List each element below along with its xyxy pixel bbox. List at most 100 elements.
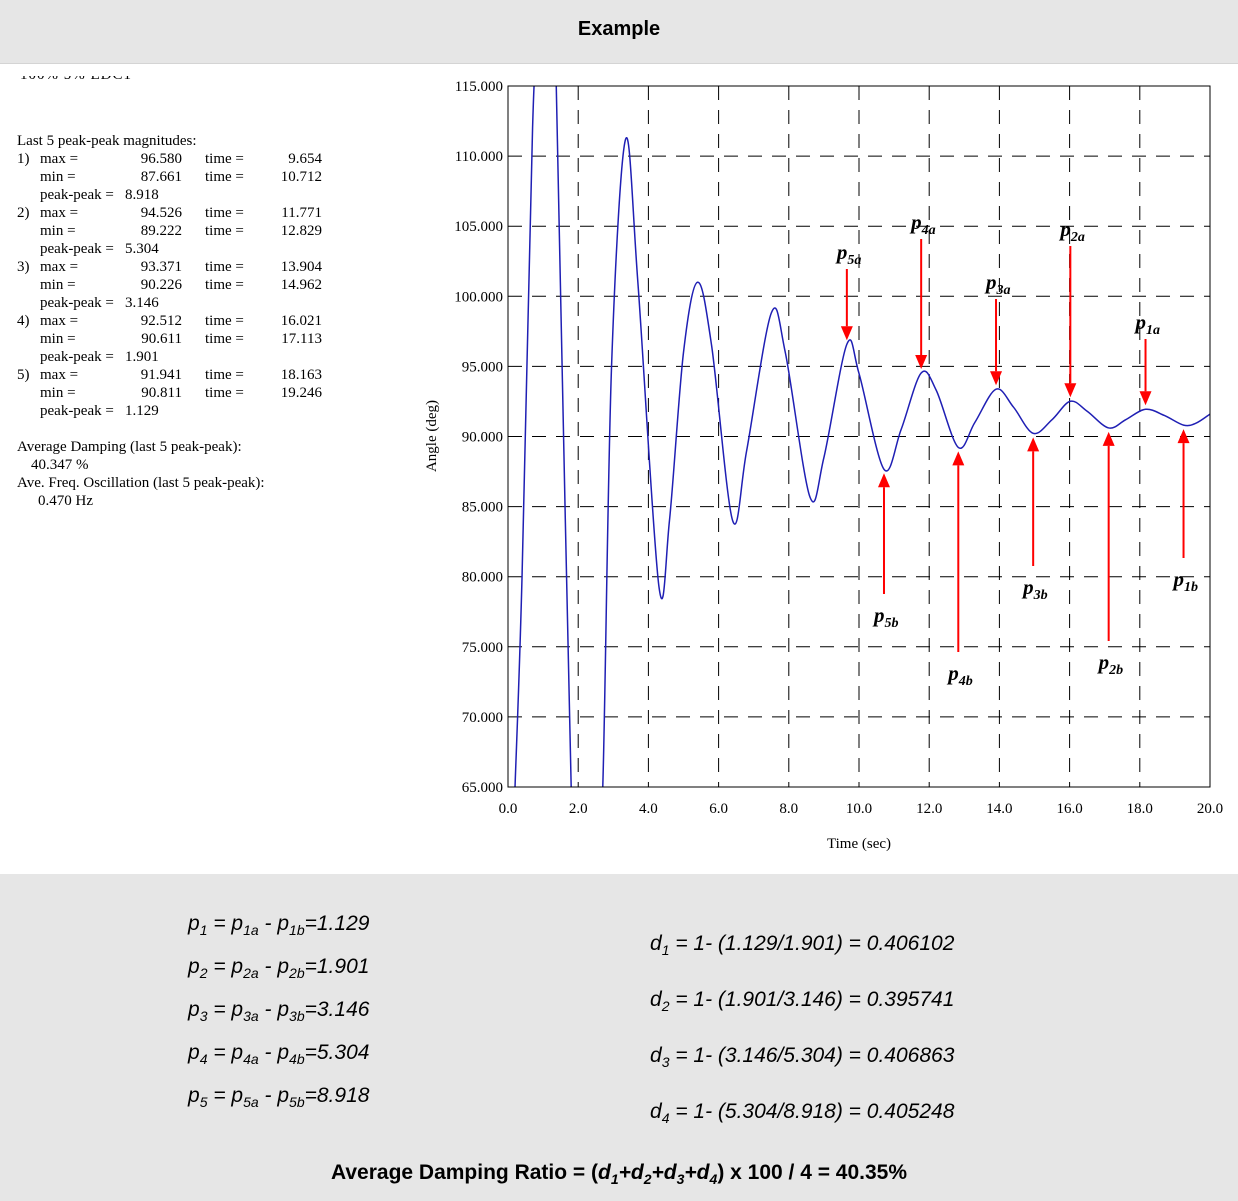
annotation-p4b: [952, 451, 965, 652]
entry-min-row: min = 90.226 time = 14.962: [17, 276, 417, 294]
peak-peak-value: 1.129: [125, 403, 159, 419]
x-axis-label: Time (sec): [827, 836, 891, 852]
entry-pp-row: peak-peak = 5.304: [17, 240, 417, 258]
x-tick-label: 2.0: [569, 801, 588, 817]
max-value: 92.512: [140, 313, 182, 329]
min-label: min =: [40, 169, 76, 185]
x-tick-label: 6.0: [709, 801, 728, 817]
annotation-label: p5b: [872, 603, 899, 631]
d-equation: d1 = 1- (1.129/1.901) = 0.406102: [650, 932, 955, 959]
time-label: time =: [205, 385, 244, 401]
x-tick-label: 0.0: [499, 801, 518, 817]
max-label: max =: [40, 205, 79, 221]
d-value: 0.406102: [866, 932, 955, 955]
series-line: [514, 86, 1210, 787]
annotation-label: p4a: [909, 210, 936, 238]
arrow-head: [840, 326, 853, 341]
entry-max-row: 1) max = 96.580 time = 9.654: [17, 150, 417, 168]
max-time-value: 13.904: [280, 259, 322, 275]
annotation-p1a: [1139, 339, 1152, 406]
min-value: 87.661: [140, 169, 182, 185]
p-equation: p5 = p5a - p5b=8.918: [188, 1084, 370, 1111]
peak-peak-label: peak-peak =: [40, 187, 114, 203]
entry-max-row: 4) max = 92.512 time = 16.021: [17, 312, 417, 330]
d-equation: d3 = 1- (3.146/5.304) = 0.406863: [650, 1044, 955, 1071]
x-tick-label: 8.0: [779, 801, 798, 817]
annotation-label: p2b: [1097, 650, 1124, 678]
entry-pp-row: peak-peak = 1.901: [17, 348, 417, 366]
cutoff-text-line: 100% 5% EDC1: [17, 76, 417, 94]
time-label: time =: [205, 169, 244, 185]
equations-footer: p1 = p1a - p1b=1.129 p2 = p2a - p2b=1.901…: [0, 874, 1238, 1201]
time-label: time =: [205, 259, 244, 275]
annotation-p5a: [840, 269, 853, 341]
max-label: max =: [40, 367, 79, 383]
arrow-head: [1102, 431, 1115, 446]
arrow-head: [877, 473, 890, 488]
max-label: max =: [40, 313, 79, 329]
peak-peak-value: 1.901: [125, 349, 159, 365]
min-label: min =: [40, 385, 76, 401]
max-time-value: 16.021: [280, 313, 322, 329]
time-label: time =: [205, 331, 244, 347]
min-value: 90.811: [141, 385, 182, 401]
annotation-label: p3a: [984, 270, 1011, 298]
max-value: 91.941: [140, 367, 182, 383]
y-tick-label: 75.000: [462, 640, 503, 656]
d-equation: d4 = 1- (5.304/8.918) = 0.405248: [650, 1100, 955, 1127]
entry-number: 1): [17, 151, 30, 167]
entry-min-row: min = 89.222 time = 12.829: [17, 222, 417, 240]
time-label: time =: [205, 223, 244, 239]
peak-peak-value: 5.304: [125, 241, 159, 257]
arrow-head: [1064, 383, 1077, 398]
time-label: time =: [205, 151, 244, 167]
peak-entries: 1) max = 96.580 time = 9.654 min = 87.661 time …: [17, 150, 417, 420]
entry-number: 4): [17, 313, 30, 329]
p-equation: p3 = p3a - p3b=3.146: [188, 998, 370, 1025]
time-label: time =: [205, 277, 244, 293]
x-tick-label: 14.0: [986, 801, 1012, 817]
peaks-heading: Last 5 peak-peak magnitudes:: [17, 133, 197, 149]
time-label: time =: [205, 205, 244, 221]
angle-time-chart: 0.0 2.0 4.0 6.0 8.0 10.0 12.0 14.0 16.0 18.0 20.0 …: [424, 79, 1223, 852]
min-label: min =: [40, 223, 76, 239]
min-value: 90.226: [140, 277, 182, 293]
annotation-p5b: [877, 473, 890, 594]
entry-number: 5): [17, 367, 30, 383]
avg-damping-label: Average Damping (last 5 peak-peak):: [17, 439, 242, 455]
max-label: max =: [40, 259, 79, 275]
y-tick-label: 115.000: [455, 79, 503, 95]
max-value: 94.526: [140, 205, 182, 221]
page-title: Example: [577, 18, 661, 40]
d-expression: 5.304/8.918: [724, 1100, 836, 1123]
annotation-label: p2a: [1058, 217, 1085, 245]
min-label: min =: [40, 277, 76, 293]
max-value: 93.371: [140, 259, 182, 275]
x-tick-label: 16.0: [1056, 801, 1082, 817]
p-equation: p2 = p2a - p2b=1.901: [188, 955, 370, 982]
min-value: 89.222: [140, 223, 182, 239]
entry-min-row: min = 90.811 time = 19.246: [17, 384, 417, 402]
annotation-label: p4b: [946, 661, 973, 689]
y-tick-label: 65.000: [462, 780, 503, 796]
arrow-head: [1139, 391, 1152, 406]
d-expression: 3.146/5.304: [724, 1044, 836, 1067]
min-time-value: 14.962: [280, 277, 322, 293]
peak-peak-value: 3.146: [125, 295, 159, 311]
annotation-p3a: [990, 299, 1003, 386]
entry-number: 3): [17, 259, 30, 275]
entry-pp-row: peak-peak = 3.146: [17, 294, 417, 312]
y-tick-label: 105.000: [454, 219, 503, 235]
time-label: time =: [205, 367, 244, 383]
min-time-value: 12.829: [280, 223, 322, 239]
x-tick-label: 20.0: [1197, 801, 1223, 817]
content-panel: 100% 5% EDC1 Last 5 peak-peak magnitudes…: [0, 64, 1238, 874]
y-tick-label: 110.000: [455, 149, 503, 165]
min-time-value: 19.246: [280, 385, 322, 401]
max-time-value: 11.771: [281, 205, 322, 221]
annotation-label: p3b: [1021, 575, 1048, 603]
y-tick-label: 70.000: [462, 710, 503, 726]
y-axis-label: Angle (deg): [424, 400, 440, 472]
max-value: 96.580: [140, 151, 182, 167]
min-label: min =: [40, 331, 76, 347]
